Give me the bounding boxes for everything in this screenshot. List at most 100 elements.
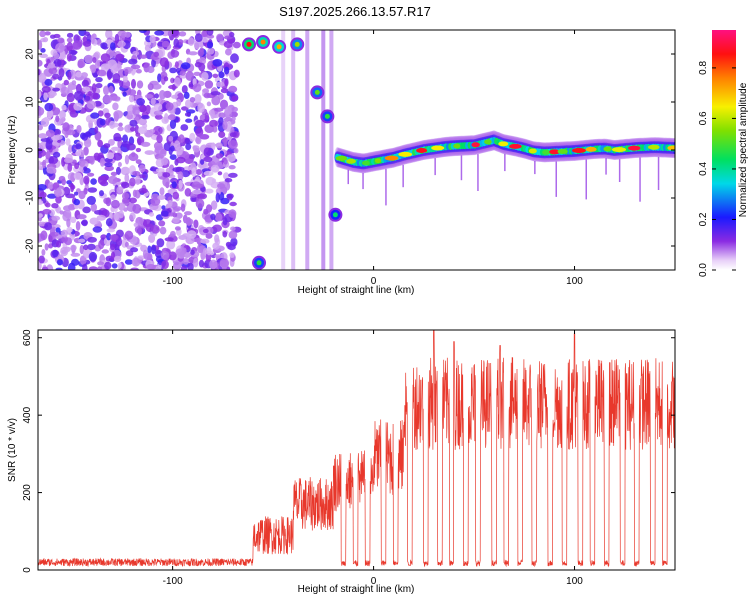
noise-cell [140,141,151,147]
noise-cell [139,104,147,113]
noise-cell [178,134,185,144]
noise-cell [39,191,47,199]
noise-cell [174,226,181,231]
noise-cell [232,41,241,49]
noise-cell [203,170,214,177]
noise-cell [70,216,77,223]
noise-cell [45,140,53,151]
noise-cell [191,167,197,177]
noise-cell [135,68,142,74]
noise-cell [195,127,204,137]
noise-cell [130,247,139,253]
noise-cell [135,132,141,137]
noise-cell [145,94,154,99]
noise-cell [172,206,182,212]
spectrogram-y-ticks: 20 10 0 -10 -20 [25,48,675,253]
noise-cell [83,175,90,185]
noise-cell [182,258,190,265]
noise-cell [135,175,141,186]
noise-cell [87,236,97,243]
noise-cell [52,73,60,80]
noise-cell [192,145,200,153]
noise-cell [118,202,126,211]
noise-cell [70,184,76,190]
noise-cell [106,152,115,160]
noise-cell [113,110,124,119]
noise-cell [192,83,202,93]
noise-cell [59,210,64,215]
noise-cell [173,38,179,48]
noise-cell [66,92,75,103]
noise-cell [170,230,176,237]
noise-cell [38,72,47,83]
noise-cell [167,200,173,207]
noise-cell [117,126,124,132]
noise-cell [180,124,189,131]
noise-cell [55,195,62,204]
noise-cell [188,51,198,56]
noise-cell [42,159,47,169]
noise-cell [108,175,118,185]
y-tick-label: 20 [25,48,36,60]
colorbar: 0.0 0.2 0.4 0.6 0.8 Normalized spectral ampl… [698,30,749,277]
track-spike [385,168,387,206]
noise-cell [160,251,170,260]
track-spike [402,164,404,188]
noise-cell [170,77,175,84]
noise-cell [184,211,192,216]
noise-cell [124,259,133,265]
noise-cell [124,199,130,207]
noise-cell [225,48,232,56]
noise-cell [38,261,42,270]
noise-cell [40,48,46,53]
noise-cell [113,132,122,142]
noise-cell [84,54,94,64]
noise-cell [57,37,65,44]
track-hotspot [498,141,509,147]
track-spike [639,157,641,202]
x-tick-label: 100 [566,276,583,287]
noise-cell [74,191,79,196]
noise-cell [71,80,77,86]
noise-cell [41,249,46,256]
noise-cell [100,53,111,63]
noise-cell [63,205,72,212]
noise-cell [83,244,89,251]
noise-cell [115,53,125,62]
colorbar-tick-label: 0.4 [698,162,709,176]
noise-cell [66,53,72,62]
noise-cell [38,106,45,116]
noise-cell [203,156,213,163]
noise-cell [53,52,60,60]
noise-cell [103,85,110,96]
noise-cell [214,213,223,222]
noise-cell [169,67,177,74]
noise-cell [210,200,218,210]
noise-cell [63,79,69,86]
y-tick-label: 0 [25,147,36,153]
noise-cell [94,126,99,134]
track-hotspot [384,155,399,161]
noise-cell [185,118,193,123]
noise-cell [178,179,183,190]
noise-cell [195,198,205,209]
noise-cell [214,107,224,112]
noise-cell [177,171,184,181]
colorbar-tick-label: 0.6 [698,111,709,125]
noise-cell [223,159,228,165]
noise-cell [179,74,187,79]
colorbar-tick-label: 0.2 [698,212,709,226]
noise-cell [50,34,56,39]
noise-cell [136,98,146,106]
track-spike [434,158,436,176]
noise-cell [99,118,106,126]
noise-cell [117,40,126,48]
noise-cell [98,239,105,250]
snr-panel: 0 200 400 600 -100 0 100 SNR (10 * v/v) Heigh… [7,329,676,595]
noise-cell [223,172,230,180]
noise-cell [198,259,205,268]
noise-cell [194,94,202,104]
noise-cell [111,263,118,269]
noise-cell [228,172,238,178]
noise-cell [210,213,216,220]
